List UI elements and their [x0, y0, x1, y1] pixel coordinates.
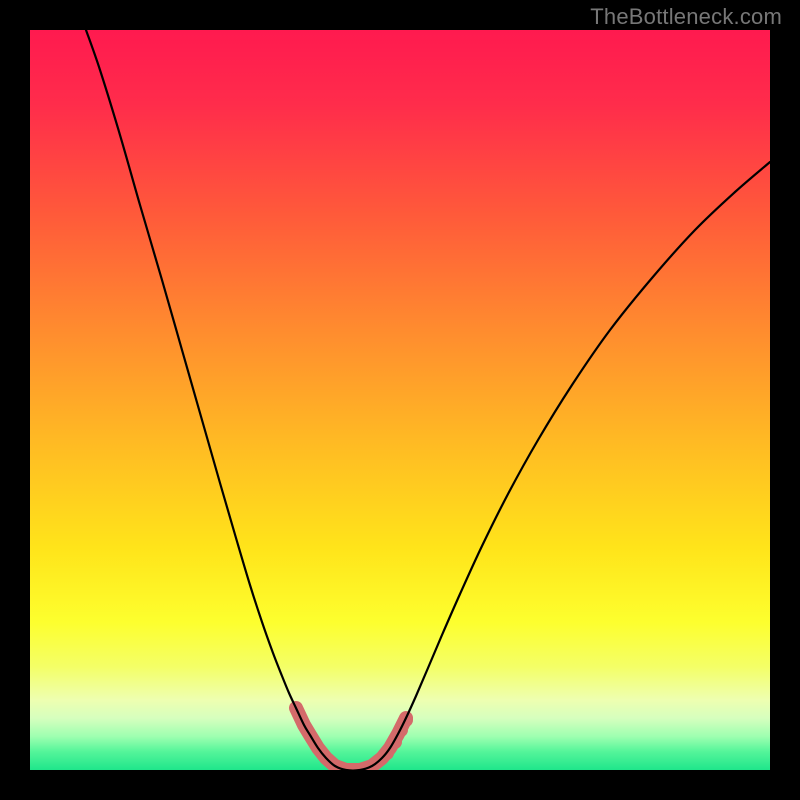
- chart-root: TheBottleneck.com: [0, 0, 800, 800]
- plot-background: [30, 30, 770, 770]
- chart-svg: [0, 0, 800, 800]
- watermark-text: TheBottleneck.com: [590, 4, 782, 30]
